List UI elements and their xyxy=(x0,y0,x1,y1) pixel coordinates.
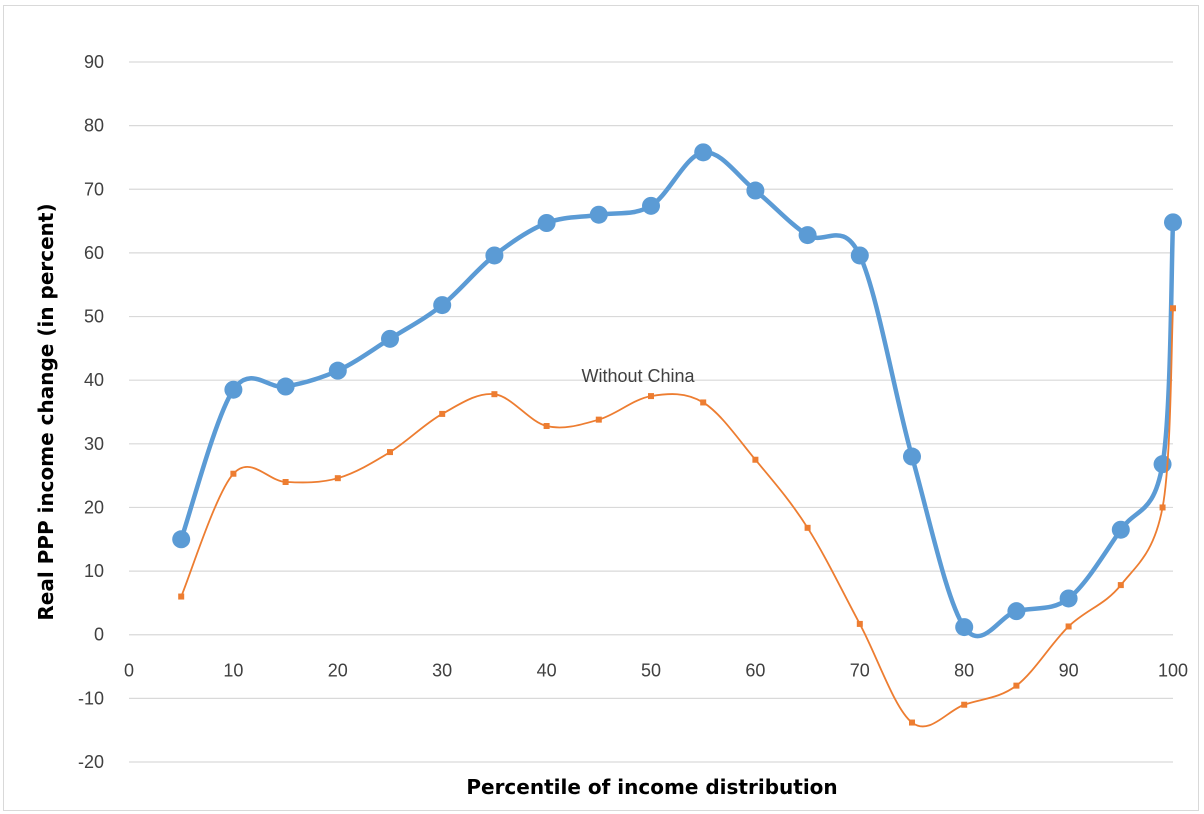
data-point xyxy=(1007,602,1026,621)
data-point xyxy=(381,329,399,348)
y-tick-label: 80 xyxy=(84,116,104,136)
annotation-without-china: Without China xyxy=(581,366,695,386)
series-lines xyxy=(172,143,1182,728)
data-point xyxy=(224,380,243,399)
x-tick-label: 100 xyxy=(1158,661,1188,681)
data-point xyxy=(694,143,713,162)
data-point xyxy=(387,449,393,456)
data-point xyxy=(282,479,289,485)
x-axis-ticks: 0 10 20 30 40 50 60 70 80 90 100 xyxy=(124,661,1188,681)
y-tick-label: 60 xyxy=(84,243,104,263)
y-tick-label: 10 xyxy=(84,561,104,581)
data-point xyxy=(1170,305,1176,312)
data-point xyxy=(700,399,707,406)
data-point xyxy=(1065,623,1072,630)
x-tick-label: 30 xyxy=(432,661,452,681)
y-tick-label: 90 xyxy=(84,52,104,72)
data-point xyxy=(595,416,602,423)
data-point xyxy=(334,475,341,482)
data-point xyxy=(1013,682,1020,689)
y-tick-label: 30 xyxy=(84,434,104,454)
data-point xyxy=(491,391,498,398)
x-tick-label: 90 xyxy=(1059,661,1079,681)
data-point xyxy=(1117,582,1124,589)
data-point xyxy=(589,205,608,224)
data-point xyxy=(1159,504,1166,511)
data-point xyxy=(543,423,550,429)
data-point xyxy=(850,246,869,265)
y-tick-label: 40 xyxy=(84,370,104,390)
x-tick-label: 60 xyxy=(745,661,765,681)
series-all-countries xyxy=(172,143,1182,639)
y-tick-label: -20 xyxy=(78,752,104,772)
data-point xyxy=(537,214,556,232)
data-point xyxy=(1111,520,1130,539)
data-point xyxy=(648,393,654,400)
data-point xyxy=(276,377,295,396)
data-point xyxy=(642,196,660,215)
data-point xyxy=(485,246,504,265)
x-axis-title: Percentile of income distribution xyxy=(466,775,837,799)
x-tick-label: 50 xyxy=(641,661,661,681)
data-point xyxy=(856,620,863,627)
y-tick-label: 0 xyxy=(94,625,104,645)
data-point xyxy=(230,470,237,477)
series-without-china xyxy=(178,305,1176,728)
chart-frame xyxy=(3,5,1199,811)
data-point xyxy=(172,530,191,549)
data-point xyxy=(804,524,811,531)
data-point xyxy=(433,296,452,315)
x-tick-label: 80 xyxy=(954,661,974,681)
y-tick-label: 20 xyxy=(84,497,104,517)
data-point xyxy=(798,226,817,245)
y-axis-ticks: 90 80 70 60 50 40 30 20 10 0 -10 -20 xyxy=(78,52,104,772)
y-tick-label: -10 xyxy=(78,688,104,708)
data-point xyxy=(328,361,347,380)
x-tick-label: 40 xyxy=(537,661,557,681)
data-point xyxy=(1164,213,1182,232)
data-point xyxy=(178,593,185,600)
data-point xyxy=(1153,455,1172,474)
data-point xyxy=(1059,589,1078,608)
x-tick-label: 70 xyxy=(850,661,870,681)
data-point xyxy=(961,701,968,708)
data-point xyxy=(746,181,765,200)
data-point xyxy=(955,618,974,637)
data-point xyxy=(439,410,446,417)
x-tick-label: 10 xyxy=(223,661,243,681)
gridlines xyxy=(129,61,1173,763)
data-point xyxy=(752,456,759,463)
y-axis-title: Real PPP income change (in percent) xyxy=(34,203,58,620)
x-tick-label: 20 xyxy=(328,661,348,681)
series-line xyxy=(180,307,1174,728)
data-point xyxy=(909,719,915,726)
x-tick-label: 0 xyxy=(124,661,134,681)
y-tick-label: 50 xyxy=(84,307,104,327)
y-tick-label: 70 xyxy=(84,179,104,199)
data-point xyxy=(903,447,921,466)
